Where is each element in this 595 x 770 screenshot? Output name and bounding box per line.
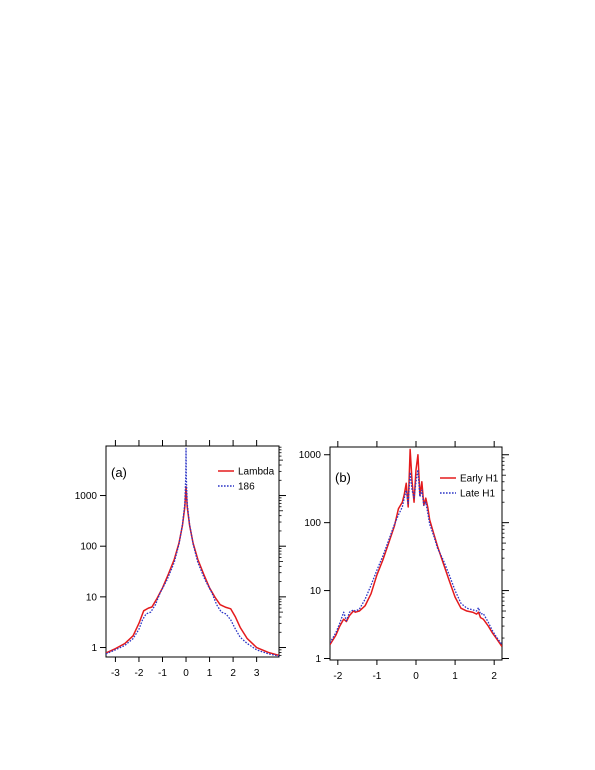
panel-label-b: (b) — [335, 470, 351, 485]
y-tick-label-b: 10 — [310, 586, 322, 597]
plot-frame-a — [105, 445, 280, 658]
series-line-a-1 — [106, 485, 279, 657]
panel-label-a: (a) — [111, 465, 127, 480]
legend-label-b-1: Early H1 — [460, 474, 499, 485]
series-group-a — [106, 447, 279, 657]
x-tick-label-b: -1 — [372, 671, 381, 682]
x-tick-label-b: 0 — [413, 671, 419, 682]
y-tick-label-a: 10 — [86, 592, 98, 603]
legend-label-a-2: 186 — [238, 482, 255, 493]
y-tick-label-b: 100 — [304, 518, 321, 529]
x-tick-label-b: 2 — [491, 671, 497, 682]
x-tick-label-a: 1 — [207, 668, 213, 679]
chart-panel-a: -3 -2 -1 0 1 2 3 1 10 100 1000 (a) Lambda 186 — [75, 440, 286, 679]
x-tick-label-a: -2 — [134, 668, 143, 679]
chart-panel-b: -2 -1 0 1 2 1 10 100 1000 (b) Early H1 Late H1 — [299, 441, 509, 682]
series-line-b-1 — [330, 448, 502, 647]
x-tick-label-b: -2 — [333, 671, 342, 682]
y-tick-label-a: 1 — [91, 643, 97, 654]
y-tick-label-b: 1000 — [299, 450, 322, 461]
y-tick-label-b: 1 — [315, 654, 321, 665]
legend-label-a-1: Lambda — [238, 467, 275, 478]
legend-label-b-2: Late H1 — [460, 489, 495, 500]
y-tick-label-a: 1000 — [75, 491, 98, 502]
y-tick-label-a: 100 — [80, 542, 97, 553]
x-tick-label-a: -1 — [158, 668, 167, 679]
series-line-b-2 — [330, 469, 502, 646]
x-tick-label-a: 0 — [183, 668, 189, 679]
x-tick-label-a: 2 — [230, 668, 236, 679]
series-line-a-2 — [106, 447, 279, 657]
x-tick-label-a: -3 — [111, 668, 120, 679]
x-tick-label-a: 3 — [254, 668, 260, 679]
series-group-b — [330, 448, 502, 647]
x-tick-label-b: 1 — [452, 671, 458, 682]
